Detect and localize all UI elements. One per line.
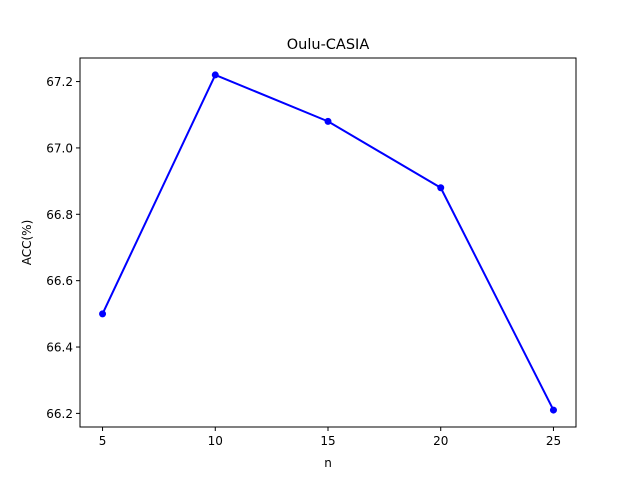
y-axis-label: ACC(%) bbox=[20, 220, 34, 266]
x-tick-label: 5 bbox=[99, 434, 107, 448]
y-tick-label: 67.0 bbox=[46, 141, 73, 155]
y-tick-label: 66.6 bbox=[46, 274, 73, 288]
x-axis-label: n bbox=[324, 456, 332, 470]
x-tick-label: 25 bbox=[546, 434, 561, 448]
x-tick-label: 10 bbox=[208, 434, 223, 448]
plot-area bbox=[99, 71, 557, 414]
data-point bbox=[324, 117, 332, 125]
y-tick-label: 66.4 bbox=[46, 341, 73, 355]
x-tick-label: 20 bbox=[433, 434, 448, 448]
data-point bbox=[211, 71, 219, 79]
y-tick-label: 66.2 bbox=[46, 407, 73, 421]
x-tick-label: 15 bbox=[320, 434, 335, 448]
y-tick-label: 67.2 bbox=[46, 75, 73, 89]
chart-title: Oulu-CASIA bbox=[287, 37, 370, 53]
data-point bbox=[437, 184, 445, 192]
data-point bbox=[549, 406, 557, 414]
y-tick-label: 66.8 bbox=[46, 208, 73, 222]
data-point bbox=[99, 310, 107, 318]
